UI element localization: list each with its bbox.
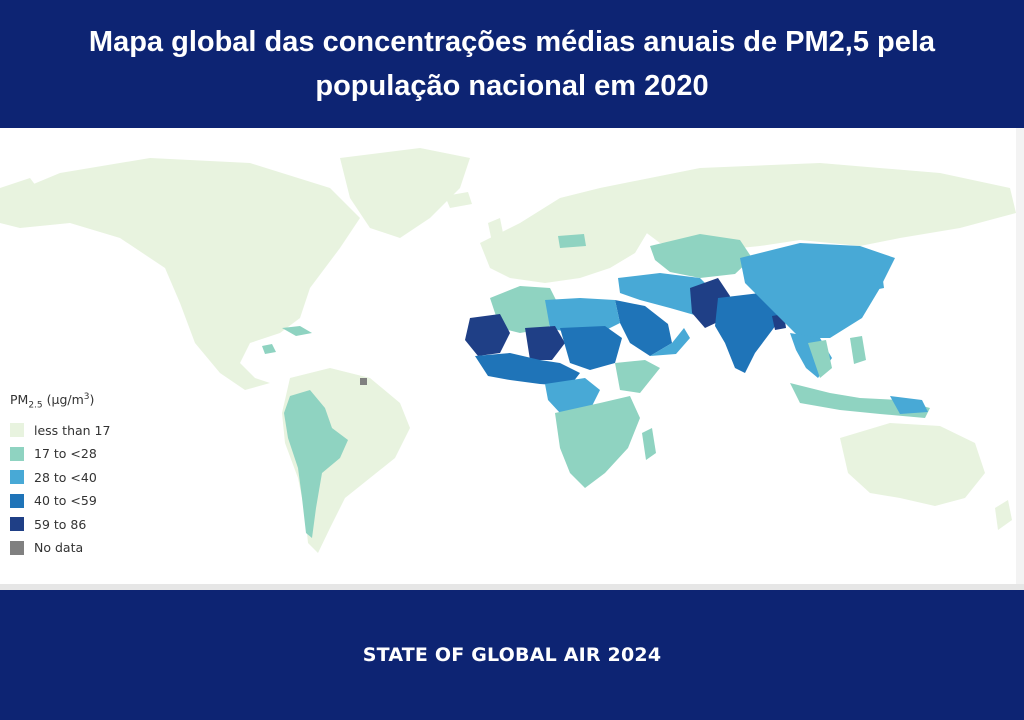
legend-label: 59 to 86 bbox=[34, 516, 87, 532]
region-eastern-europe bbox=[558, 234, 586, 248]
footer-banner: STATE OF GLOBAL AIR 2024 bbox=[0, 590, 1024, 720]
region-southern-africa bbox=[555, 396, 640, 488]
legend-swatch bbox=[10, 423, 24, 438]
region-north-america bbox=[0, 158, 360, 390]
region-russia bbox=[600, 163, 1016, 250]
region-india bbox=[715, 293, 785, 373]
region-australia bbox=[840, 423, 985, 506]
legend-item-40-to-59: 40 to <59 bbox=[10, 489, 150, 513]
region-alaska bbox=[0, 178, 45, 213]
legend-swatch bbox=[10, 446, 24, 461]
region-south-america-west bbox=[284, 390, 348, 538]
source-credit: STATE OF GLOBAL AIR 2024 bbox=[362, 644, 662, 666]
region-philippines bbox=[850, 336, 866, 364]
panel-edge-right bbox=[1016, 128, 1024, 590]
region-yemen-oman bbox=[650, 328, 690, 356]
legend-label: 17 to <28 bbox=[34, 446, 97, 462]
region-china bbox=[740, 243, 895, 338]
legend-title: PM2.5 (μg/m3) bbox=[10, 392, 95, 411]
region-central-asia bbox=[650, 234, 752, 278]
page-title: Mapa global das concentrações médias anu… bbox=[88, 26, 936, 102]
region-indochina bbox=[808, 340, 832, 378]
region-sudan-chad bbox=[560, 326, 622, 370]
region-papua bbox=[890, 396, 928, 414]
legend-label: No data bbox=[34, 540, 84, 556]
region-korea bbox=[872, 273, 884, 290]
legend-item-28-to-40: 28 to <40 bbox=[10, 466, 150, 490]
legend-swatch bbox=[10, 493, 24, 508]
region-madagascar bbox=[642, 428, 656, 460]
panel-edge-bottom bbox=[0, 584, 1024, 590]
region-uk bbox=[488, 218, 504, 242]
region-west-africa bbox=[475, 353, 580, 386]
legend-item-59-to-86: 59 to 86 bbox=[10, 513, 150, 537]
header-banner: Mapa global das concentrações médias anu… bbox=[0, 0, 1024, 128]
region-horn-africa bbox=[615, 360, 660, 393]
legend-label: 40 to <59 bbox=[34, 493, 97, 509]
legend-label: 28 to <40 bbox=[34, 469, 97, 485]
region-arabia bbox=[615, 300, 672, 356]
region-new-zealand bbox=[995, 500, 1012, 530]
region-sahel-west bbox=[465, 314, 510, 356]
region-iceland bbox=[445, 192, 472, 208]
world-map bbox=[0, 148, 1016, 553]
legend-swatch bbox=[10, 517, 24, 532]
legend-label: less than 17 bbox=[34, 422, 111, 438]
legend-item-no-data: No data bbox=[10, 536, 150, 560]
region-indonesia bbox=[790, 383, 930, 418]
legend-item-17-to-28: 17 to <28 bbox=[10, 442, 150, 466]
map-legend: PM2.5 (μg/m3) less than 17 17 to <28 28 … bbox=[10, 392, 150, 560]
legend-item-less-than-17: less than 17 bbox=[10, 419, 150, 443]
region-north-africa bbox=[490, 286, 560, 333]
legend-swatch bbox=[10, 540, 24, 555]
legend-swatch bbox=[10, 470, 24, 485]
region-sahel-central bbox=[525, 326, 565, 360]
region-no-data bbox=[360, 378, 367, 385]
region-libya-egypt bbox=[545, 298, 620, 333]
region-caribbean bbox=[262, 326, 312, 354]
map-panel: PM2.5 (μg/m3) less than 17 17 to <28 28 … bbox=[0, 128, 1024, 590]
region-central-africa bbox=[545, 378, 600, 413]
region-greenland bbox=[340, 148, 470, 238]
